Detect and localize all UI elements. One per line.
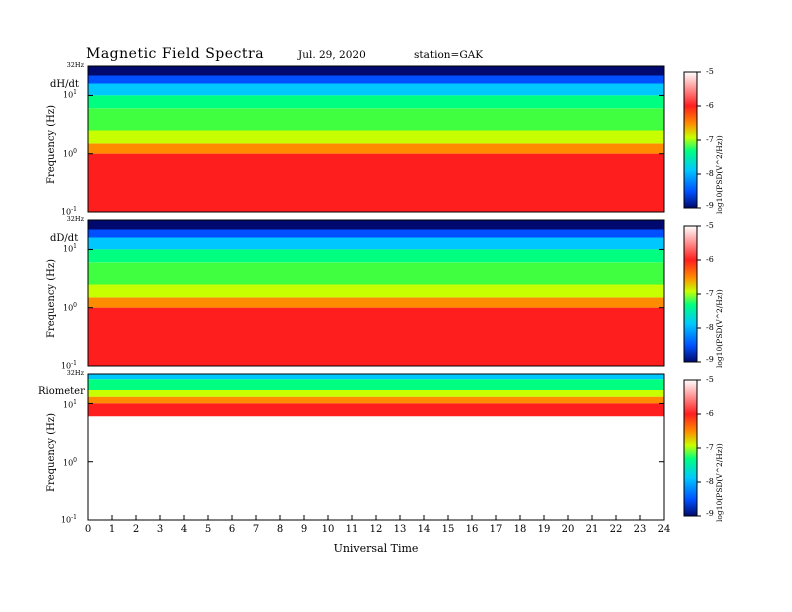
frequency-band (88, 374, 664, 380)
x-tick-label: 24 (657, 524, 671, 535)
x-tick-label: 16 (465, 524, 479, 535)
colorbar (683, 225, 698, 363)
y-tick-label: 10-1 (60, 360, 77, 371)
x-tick-label: 0 (84, 524, 92, 535)
colorbar-tick-label: -8 (706, 169, 714, 178)
chart-header: Magnetic Field Spectra Jul. 29, 2020 sta… (0, 44, 792, 64)
frequency-band (88, 403, 664, 417)
y-tick-label: 101 (62, 89, 77, 100)
x-tick-label: 17 (489, 524, 503, 535)
top-frequency-label: 32Hz (66, 215, 84, 223)
frequency-band (88, 229, 664, 238)
colorbar-tick-label: -5 (706, 375, 714, 384)
y-tick-label: 10-1 (60, 514, 77, 525)
colorbar-tick-label: -5 (706, 67, 714, 76)
x-tick-label: 21 (585, 524, 599, 535)
frequency-band (88, 66, 664, 76)
top-frequency-label: 32Hz (66, 369, 84, 377)
spectrogram-panel-riometer: Riometer Frequency (Hz) 32Hz 101 100 10-… (0, 369, 792, 526)
frequency-band (88, 237, 664, 250)
colorbar-tick-label: -5 (706, 221, 714, 230)
x-tick-label: 7 (252, 524, 260, 535)
x-tick-label: 1 (108, 524, 116, 535)
colorbar (683, 379, 698, 517)
x-tick-label: 22 (609, 524, 623, 535)
spectrogram-panel-dd-dt: dD/dt Frequency (Hz) 32Hz 101 100 10-1 -… (0, 215, 792, 372)
colorbar-tick-label: -6 (706, 101, 714, 110)
colorbar-tick-label: -7 (706, 135, 714, 144)
panel-label: dD/dt (50, 233, 79, 244)
panel-label: dH/dt (50, 79, 79, 90)
frequency-band (88, 153, 664, 212)
station-label: station=GAK (414, 49, 484, 61)
colorbar (683, 71, 698, 209)
x-tick-label: 23 (633, 524, 647, 535)
spectrogram-panel-dh-dt: dH/dt Frequency (Hz) 32Hz 101 100 10-1 -… (0, 61, 792, 218)
frequency-band (88, 297, 664, 308)
frequency-band (88, 83, 664, 96)
frequency-band (88, 95, 664, 109)
x-tick-label: 8 (276, 524, 284, 535)
spectrogram-heatmap (87, 65, 701, 213)
spectrogram-heatmap (87, 373, 701, 521)
frequency-band (88, 379, 664, 391)
x-tick-label: 15 (441, 524, 455, 535)
x-tick-label: 5 (204, 524, 212, 535)
x-tick-label: 14 (417, 524, 431, 535)
colorbar-tick-label: -6 (706, 255, 714, 264)
x-tick-label: 4 (180, 524, 188, 535)
frequency-band (88, 249, 664, 263)
colorbar-tick-label: -9 (706, 509, 714, 518)
frequency-band (88, 284, 664, 298)
y-tick-label: 101 (62, 399, 77, 410)
top-frequency-label: 32Hz (66, 61, 84, 69)
date-label: Jul. 29, 2020 (298, 49, 366, 61)
colorbar-tick-label: -6 (706, 409, 714, 418)
x-tick-label: 20 (561, 524, 575, 535)
x-tick-label: 2 (132, 524, 140, 535)
frequency-band (88, 390, 664, 397)
x-tick-label: 3 (156, 524, 164, 535)
x-tick-label: 19 (537, 524, 551, 535)
frequency-band (88, 262, 664, 285)
plot-frame (87, 65, 665, 213)
y-tick-label: 101 (62, 243, 77, 254)
y-tick-label: 10-1 (60, 206, 77, 217)
x-tick-label: 12 (369, 524, 383, 535)
colorbar-tick-label: -8 (706, 323, 714, 332)
x-tick-label: 10 (321, 524, 335, 535)
colorbar-tick-label: -9 (706, 355, 714, 364)
frequency-band (88, 108, 664, 131)
frequency-band (88, 130, 664, 144)
plot-frame (87, 219, 665, 367)
x-axis-label: Universal Time (333, 542, 419, 555)
x-tick-label: 18 (513, 524, 527, 535)
colorbar-tick-label: -8 (706, 477, 714, 486)
colorbar-tick-label: -7 (706, 289, 714, 298)
y-tick-label: 100 (62, 302, 77, 313)
y-tick-label: 100 (62, 148, 77, 159)
frequency-band (88, 307, 664, 366)
frequency-band (88, 416, 664, 520)
colorbar-tick-label: -9 (706, 201, 714, 210)
frequency-band (88, 396, 664, 404)
x-tick-label: 13 (393, 524, 407, 535)
y-tick-label: 100 (62, 457, 77, 468)
frequency-band (88, 75, 664, 84)
colorbar-tick-label: -7 (706, 443, 714, 452)
chart-title: Magnetic Field Spectra (86, 46, 265, 62)
x-tick-label: 11 (345, 524, 359, 535)
frequency-band (88, 143, 664, 154)
x-tick-label: 6 (228, 524, 236, 535)
x-tick-label: 9 (300, 524, 308, 535)
panel-label: Riometer (38, 386, 85, 397)
frequency-band (88, 220, 664, 230)
spectrogram-heatmap (87, 219, 701, 367)
